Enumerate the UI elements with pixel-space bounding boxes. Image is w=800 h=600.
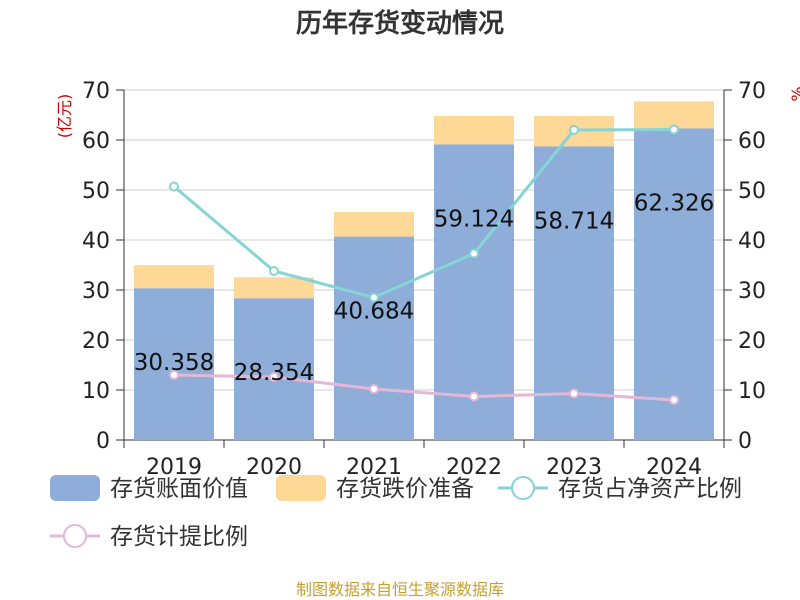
bar-book-value (134, 288, 214, 440)
series-point (369, 384, 379, 394)
right-tick-label: 40 (738, 229, 766, 254)
bar-impairment-provision (134, 265, 214, 289)
bar-value-label: 62.326 (634, 190, 714, 216)
series-point (369, 292, 379, 303)
legend-swatch (276, 475, 326, 501)
left-tick-label: 0 (96, 429, 110, 454)
x-tick-label: 2024 (646, 455, 702, 480)
legend-label: 存货账面价值 (110, 476, 248, 502)
series-point (569, 125, 579, 135)
legend-label: 存货占净资产比例 (558, 476, 742, 502)
legend-swatch (50, 475, 100, 501)
right-tick-label: 50 (738, 179, 766, 204)
bar-book-value (334, 236, 414, 440)
legend-label: 存货计提比例 (110, 524, 248, 550)
legend-marker (511, 476, 535, 500)
chart-title: 历年存货变动情况 (296, 8, 504, 39)
series-line (173, 373, 675, 402)
series-point (569, 388, 579, 399)
series-point (169, 181, 179, 192)
bar-book-value (634, 128, 714, 440)
gridlines (124, 89, 724, 441)
bar-value-label: 58.714 (534, 208, 614, 234)
right-axis-unit: % (788, 86, 800, 101)
series-line (173, 128, 675, 300)
x-tick-label: 2021 (346, 455, 402, 480)
legend-label: 存货跌价准备 (336, 476, 474, 502)
series-point (669, 124, 679, 135)
left-tick-label: 40 (82, 229, 110, 254)
legend-marker (63, 524, 87, 548)
left-tick-label: 10 (82, 379, 110, 404)
right-tick-label: 20 (738, 329, 766, 354)
right-tick-label: 30 (738, 279, 766, 304)
series-point (269, 372, 279, 382)
bar-book-value (234, 298, 314, 440)
bar-impairment-provision (234, 277, 314, 299)
right-tick-label: 0 (738, 429, 752, 454)
left-tick-label: 50 (82, 179, 110, 204)
series-point (469, 391, 479, 402)
series-point (269, 266, 279, 276)
x-tick-label: 2023 (546, 455, 602, 480)
bar-book-value (434, 144, 514, 440)
series-point (669, 395, 679, 405)
right-tick-label: 70 (738, 79, 766, 104)
left-tick-label: 30 (82, 279, 110, 304)
x-tick-label: 2019 (146, 455, 202, 480)
left-tick-label: 70 (82, 79, 110, 104)
line-series (169, 124, 679, 405)
bar-impairment-provision (334, 212, 414, 237)
source-note: 制图数据来自恒生聚源数据库 (296, 580, 504, 599)
left-tick-label: 20 (82, 329, 110, 354)
bar-value-label: 30.358 (134, 350, 214, 376)
bar-impairment-provision (634, 101, 714, 129)
bar-value-label: 40.684 (334, 299, 414, 325)
right-tick-label: 10 (738, 379, 766, 404)
bar-value-label: 28.354 (234, 360, 314, 386)
bar-impairment-provision (434, 115, 514, 145)
bar-value-labels: 30.358 28.354 40.684 59.124 58.714 62.326 (134, 190, 714, 386)
bars (134, 101, 714, 440)
series-point (169, 370, 179, 380)
right-tick-label: 60 (738, 129, 766, 154)
x-tick-label: 2022 (446, 455, 502, 480)
left-tick-label: 60 (82, 129, 110, 154)
series-point (469, 248, 479, 259)
left-axis-unit: (亿元) (55, 94, 74, 139)
bar-value-label: 59.124 (434, 206, 514, 232)
